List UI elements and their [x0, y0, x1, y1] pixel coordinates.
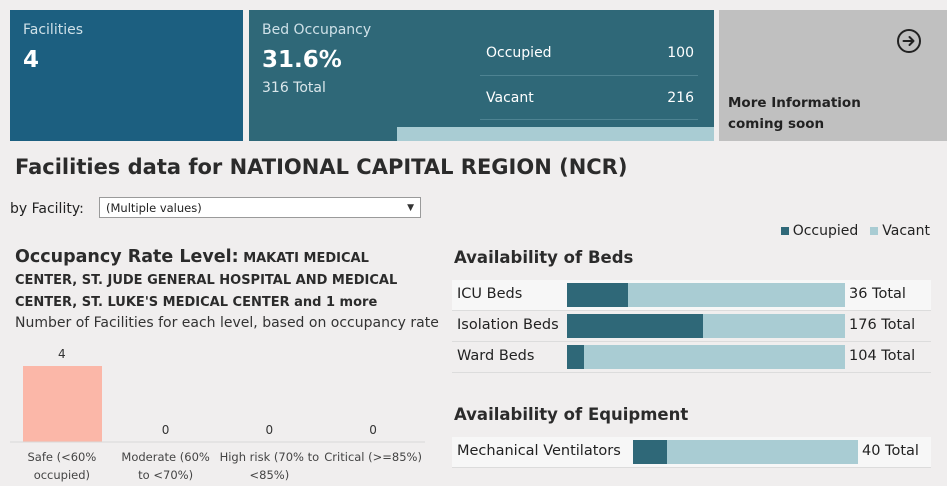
occupancy-category-label: Moderate (60% to <70%): [121, 450, 209, 482]
vacant-value: 216: [667, 89, 694, 106]
bed-row[interactable]: Isolation Beds 176 Total: [452, 311, 931, 342]
more-information-text: More Information coming soon: [728, 93, 861, 135]
bed-vacant-bar[interactable]: [567, 283, 845, 307]
occupancy-title: Occupancy Rate Level: MAKATI MEDICAL CEN…: [15, 246, 430, 314]
facilities-card: Facilities 4: [10, 10, 243, 141]
bed-occupancy-value: 31.6%: [262, 47, 342, 73]
occupancy-title-facilities: MAKATI MEDICAL CENTER, ST. JUDE GENERAL …: [15, 251, 398, 310]
bed-occupancy-label: Bed Occupancy: [262, 22, 372, 38]
legend-occupied-label: Occupied: [792, 223, 859, 239]
page-title: Facilities data for NATIONAL CAPITAL REG…: [15, 155, 628, 179]
equipment-label: Mechanical Ventilators: [457, 443, 621, 459]
bed-occupied-bar[interactable]: [567, 345, 584, 369]
equipment-row[interactable]: Mechanical Ventilators 40 Total: [452, 437, 931, 468]
occupied-row: Occupied 100: [480, 30, 698, 75]
bed-label: ICU Beds: [457, 286, 523, 302]
facilities-value: 4: [23, 47, 40, 73]
bed-occupancy-table: Occupied 100 Vacant 216: [480, 30, 698, 120]
legend-vacant-label: Vacant: [882, 223, 930, 239]
bed-occupied-bar[interactable]: [567, 314, 703, 338]
facility-filter-value: (Multiple values): [106, 200, 202, 215]
occupied-label: Occupied: [486, 44, 552, 61]
bed-total: 104 Total: [849, 348, 916, 364]
occupancy-value-label: 4: [58, 347, 66, 361]
occupancy-subtitle: Number of Facilities for each level, bas…: [15, 315, 439, 331]
more-information-line1: More Information: [728, 95, 861, 111]
bed-row[interactable]: ICU Beds 36 Total: [452, 280, 931, 311]
occupancy-bar[interactable]: [23, 366, 102, 442]
bed-total: 36 Total: [849, 286, 906, 302]
occupancy-value-label: 0: [162, 423, 170, 437]
bed-occupancy-card: Bed Occupancy 31.6% 316 Total Occupied 1…: [249, 10, 714, 141]
occupancy-category-label: Critical (>=85%): [324, 450, 422, 464]
vacant-label: Vacant: [486, 89, 534, 106]
bed-vacant-bar[interactable]: [567, 345, 845, 369]
occupancy-title-prefix: Occupancy Rate Level:: [15, 247, 239, 267]
occupancy-bar-chart: 4 Safe (<60% occupied) 0 Moderate (60% to <70…: [10, 347, 425, 482]
equipment-vacant-bar[interactable]: [633, 440, 858, 464]
legend-vacant[interactable]: Vacant: [870, 223, 930, 239]
legend-vacant-swatch: [870, 227, 879, 235]
arrow-right-circle-icon[interactable]: [896, 28, 922, 54]
occupied-value: 100: [667, 44, 694, 61]
facilities-label: Facilities: [23, 22, 83, 38]
vacant-row: Vacant 216: [480, 75, 698, 120]
equipment-occupied-bar[interactable]: [633, 440, 667, 464]
occupancy-value-label: 0: [369, 423, 377, 437]
equipment-title: Availability of Equipment: [454, 405, 689, 424]
legend-occupied-swatch: [780, 227, 789, 235]
occupancy-category-label: High risk (70% to <85%): [220, 450, 320, 482]
bed-label: Ward Beds: [457, 348, 535, 364]
more-information-line2: coming soon: [728, 116, 825, 132]
more-information-card[interactable]: More Information coming soon: [719, 10, 947, 141]
bed-occupied-bar[interactable]: [567, 283, 628, 307]
bed-occupancy-total: 316 Total: [262, 80, 326, 96]
chevron-down-icon[interactable]: ▼: [407, 202, 414, 213]
equipment-total: 40 Total: [862, 443, 919, 459]
bed-row[interactable]: Ward Beds 104 Total: [452, 342, 931, 373]
beds-title: Availability of Beds: [454, 248, 634, 267]
occupancy-value-label: 0: [266, 423, 274, 437]
bed-vacant-bar[interactable]: [567, 314, 845, 338]
legend-occupied[interactable]: Occupied: [780, 223, 859, 239]
chart-legend: Occupied Vacant: [780, 223, 930, 239]
occupancy-category-label: Safe (<60% occupied): [27, 450, 96, 482]
bed-total: 176 Total: [849, 317, 916, 333]
vacant-stripe: [397, 127, 714, 141]
facility-filter-dropdown[interactable]: (Multiple values) ▼: [99, 197, 421, 218]
bed-label: Isolation Beds: [457, 317, 559, 333]
facility-filter-label: by Facility:: [10, 201, 84, 217]
